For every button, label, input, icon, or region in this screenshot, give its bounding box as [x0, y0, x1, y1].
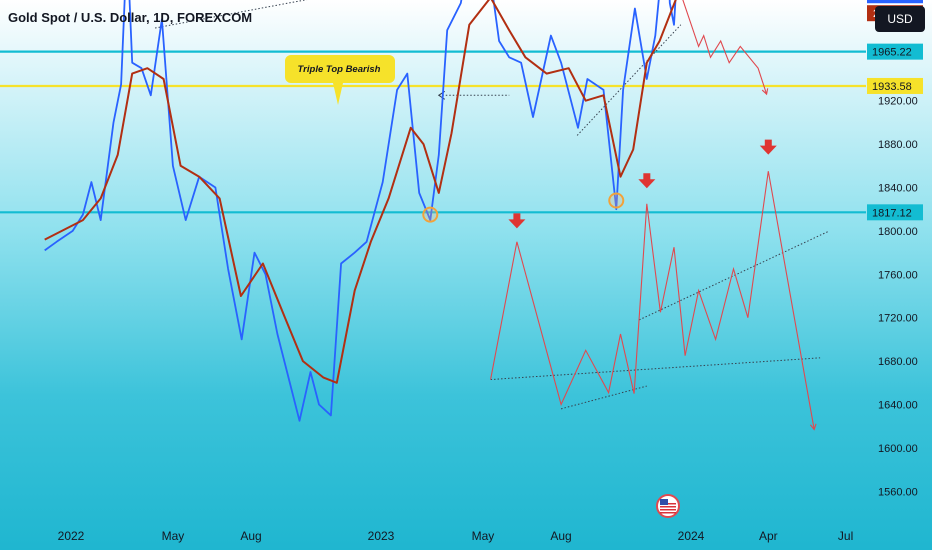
level-label: 1933.58 [872, 81, 912, 93]
y-tick-label: 1640.00 [878, 400, 918, 412]
projection-scenario-arrowhead [809, 423, 817, 431]
x-tick-label: Aug [240, 529, 261, 543]
down-arrow-marker [759, 139, 777, 155]
x-tick-label: 2022 [58, 529, 85, 543]
x-tick-label: Aug [550, 529, 571, 543]
x-tick-label: May [162, 529, 185, 543]
y-tick-label: 1760.00 [878, 269, 918, 281]
us-flag-icon [656, 494, 680, 518]
circle-marker [608, 192, 625, 209]
level-label-box [867, 43, 923, 60]
y-tick-label: 1600.00 [878, 443, 918, 455]
level-label: 1817.12 [872, 207, 912, 219]
ma-series-line [44, 0, 677, 384]
y-tick-label: 1680.00 [878, 356, 918, 368]
current-price-box [867, 0, 923, 4]
circle-marker [422, 206, 439, 223]
level-label-box [867, 77, 923, 94]
y-tick-label: 1720.00 [878, 313, 918, 325]
callout-bubble [285, 55, 395, 105]
x-tick-label: 2023 [368, 529, 395, 543]
flag-stripe [660, 509, 676, 511]
y-tick-label: 1560.00 [878, 486, 918, 498]
x-tick-label: Apr [759, 529, 778, 543]
level-label-box [867, 204, 923, 221]
price-series-line [44, 0, 677, 422]
flag-stripe [660, 512, 676, 514]
flag-stripe [660, 506, 676, 508]
x-tick-label: May [472, 529, 495, 543]
x-tick-label: 2024 [678, 529, 705, 543]
y-tick-label: 1840.00 [878, 183, 918, 195]
y-tick-label: 1880.00 [878, 139, 918, 151]
y-tick-label: 1920.00 [878, 96, 918, 108]
scenario-trendline [490, 357, 821, 381]
flag-canton [660, 499, 668, 505]
scenario-trendline [560, 385, 647, 410]
callout-text: Triple Top Bearish [298, 64, 381, 75]
y-tick-label: 1800.00 [878, 226, 918, 238]
down-arrow-marker [508, 213, 526, 229]
projection-short-line [682, 0, 768, 95]
scenario-trendline [638, 230, 830, 321]
projection-short-arrowhead [761, 88, 769, 96]
projection-scenario-line [490, 171, 815, 430]
chart-title: Gold Spot / U.S. Dollar, 1D, FOREXCOM [8, 10, 253, 25]
countdown-label: 02:48:29 [873, 0, 916, 2]
x-tick-label: Jul [838, 529, 853, 543]
down-arrow-marker [638, 173, 656, 189]
trendline [576, 24, 682, 136]
level-label: 1965.22 [872, 47, 912, 59]
currency-button[interactable]: USD [875, 6, 925, 32]
callout-triple-top: Triple Top Bearish [285, 55, 395, 105]
